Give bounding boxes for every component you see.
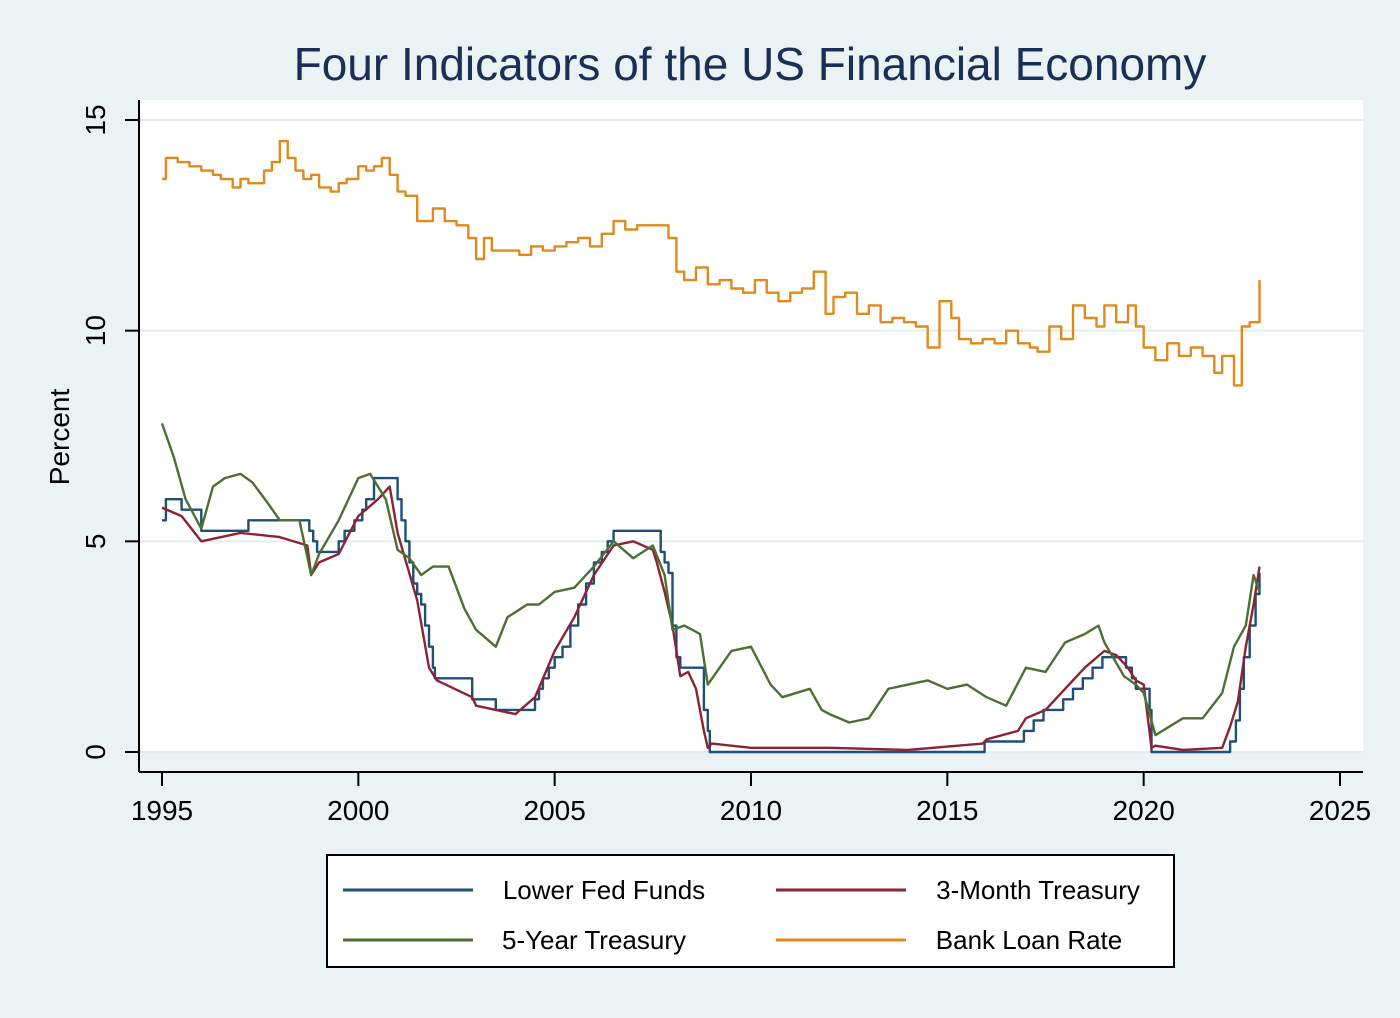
x-tick-label-2000: 2000 [327,795,389,826]
legend-label-5-year-treasury: 5-Year Treasury [502,925,686,955]
y-tick-label-10: 10 [80,315,111,346]
axes: 1995 2000 2005 2010 2015 2020 2025 0 5 10 15 [80,100,1371,826]
x-tick-label-1995: 1995 [131,795,193,826]
legend: Lower Fed Funds 3-Month Treasury 5-Year Tr… [326,854,1175,968]
y-tick-label-5: 5 [80,534,111,550]
series-line-5-year-treasury [160,423,1261,737]
series-lines [160,139,1261,754]
x-tick-label-2010: 2010 [720,795,782,826]
x-tick-label-2005: 2005 [524,795,586,826]
legend-label-3-month-treasury: 3-Month Treasury [936,875,1140,905]
series-line-bank-loan-rate [162,139,1261,387]
y-axis-title: Percent [44,389,75,486]
chart-title: Four Indicators of the US Financial Econ… [294,38,1207,90]
y-tick-label-15: 15 [80,104,111,135]
legend-box [326,854,1175,968]
legend-label-lower-fed-funds: Lower Fed Funds [503,875,705,905]
x-tick-label-2015: 2015 [916,795,978,826]
y-tick-label-0: 0 [80,744,111,760]
series-line-3-month-treasury [161,485,1261,752]
legend-label-bank-loan-rate: Bank Loan Rate [936,925,1122,955]
x-tick-label-2025: 2025 [1309,795,1371,826]
plot-area [139,100,1363,752]
x-tick-label-2020: 2020 [1113,795,1175,826]
